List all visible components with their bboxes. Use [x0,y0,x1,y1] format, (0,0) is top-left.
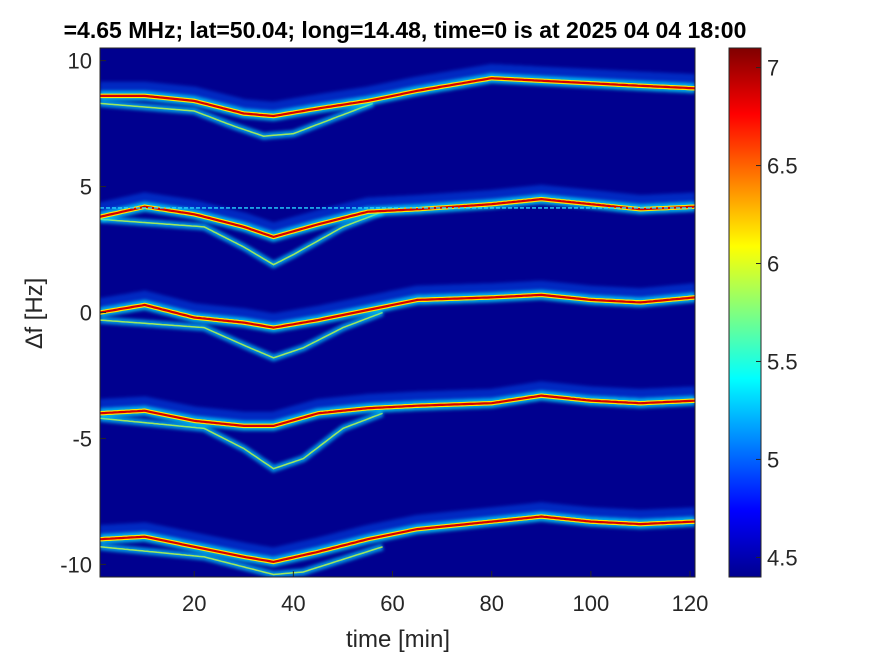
trace-core-1 [100,77,695,118]
colorbar-tick-label: 4.5 [767,545,798,570]
x-tick-label: 120 [672,591,709,616]
y-tick-label: 10 [68,49,92,74]
x-axis-ticks: 20 40 60 80 100 120 [182,571,708,616]
trace-halo-5 [100,502,695,564]
colorbar-tick-label: 7 [767,56,779,81]
colorbar-tick-label: 5.5 [767,349,798,374]
y-axis-ticks: -10 -5 0 5 10 [60,49,106,577]
dip-branch-core-2 [100,211,383,266]
trace-halo-3 [100,280,695,330]
x-tick-label: 60 [380,591,404,616]
trace-core-5 [100,515,695,564]
dip-branch-core-5 [100,546,383,576]
trace-core-3 [100,293,695,329]
y-axis-label: ∆f [Hz] [21,278,48,349]
y-tick-label: -10 [60,552,92,577]
x-axis-label: time [min] [346,626,450,653]
trace-core-2 [100,197,695,239]
y-tick-label: 5 [80,175,92,200]
colorbar-tick-label: 6 [767,252,779,277]
trace-halo-2 [100,184,695,239]
y-tick-label: -5 [72,426,92,451]
x-tick-label: 20 [182,591,206,616]
dip-branch-core-4 [100,412,383,470]
x-tick-label: 80 [479,591,503,616]
colorbar-ticks: 4.5 5 5.5 6 6.5 7 [756,56,798,570]
axes-frame [99,47,696,578]
x-tick-label: 40 [281,591,305,616]
colorbar [728,47,762,578]
trace-halo-4 [100,381,695,428]
dip-branch-core-1 [100,102,373,137]
colorbar-tick-label: 5 [767,447,779,472]
dip-branch-core-3 [100,311,383,359]
trace-core-4 [100,394,695,427]
chart-title: =4.65 MHz; lat=50.04; long=14.48, time=0… [64,17,747,43]
trace-halo-1 [100,63,695,118]
colorbar-tick-label: 6.5 [767,154,798,179]
spectral-traces [100,63,695,577]
x-tick-label: 100 [573,591,610,616]
y-tick-label: 0 [80,301,92,326]
